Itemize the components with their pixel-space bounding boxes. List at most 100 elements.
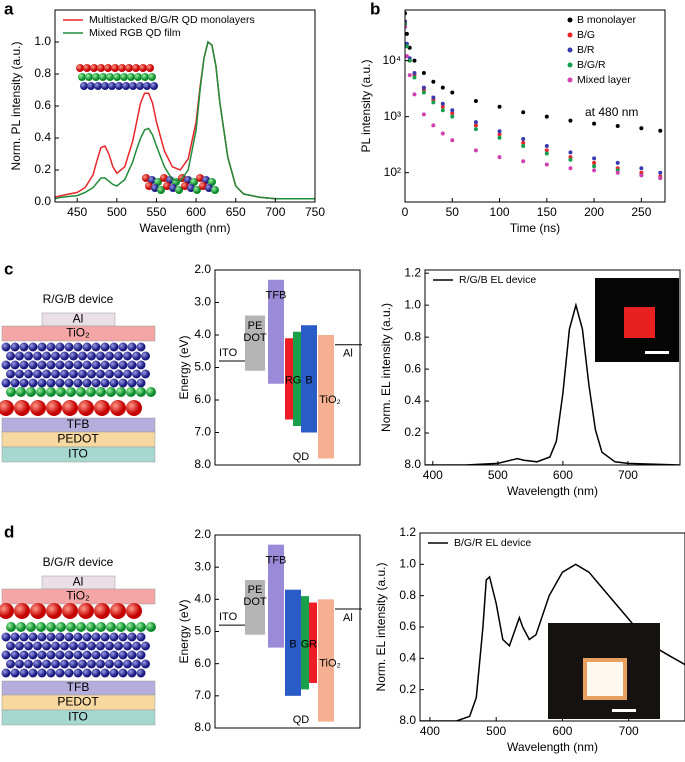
legend-label: B/G/R xyxy=(577,59,606,71)
quantum-dot xyxy=(91,378,101,388)
quantum-dot xyxy=(127,360,137,370)
quantum-dot xyxy=(46,378,56,388)
quantum-dot xyxy=(109,360,119,370)
quantum-dot xyxy=(64,650,74,660)
quantum-dot xyxy=(116,622,126,632)
y-tick-label: 0.2 xyxy=(399,682,416,696)
data-point xyxy=(405,31,409,36)
y-axis-label: Norm. EL intensity (a.u.) xyxy=(374,563,388,692)
quantum-dot xyxy=(55,342,65,352)
data-point xyxy=(521,143,526,148)
quantum-dot xyxy=(69,351,78,361)
quantum-dot xyxy=(51,641,60,651)
quantum-dot xyxy=(106,73,114,81)
plot-frame xyxy=(404,9,666,203)
quantum-dot xyxy=(46,668,56,678)
quantum-dot xyxy=(127,342,137,352)
bar-label: PE DOT xyxy=(243,584,267,609)
quantum-dot xyxy=(69,641,78,651)
data-point xyxy=(521,159,526,164)
layer-label: TiO₂ xyxy=(66,589,90,603)
quantum-dot xyxy=(78,73,86,81)
quantum-dot xyxy=(132,641,141,651)
quantum-dot xyxy=(146,64,154,72)
y-tick-label: 6.0 xyxy=(194,656,211,670)
x-tick-label: 700 xyxy=(619,724,639,738)
quantum-dot xyxy=(100,650,110,660)
quantum-dot xyxy=(51,369,60,379)
energy-bar xyxy=(309,602,317,683)
quantum-dot xyxy=(73,632,83,642)
data-point xyxy=(431,95,436,100)
panel-label: b xyxy=(370,0,380,18)
quantum-dot xyxy=(136,342,146,352)
data-point xyxy=(658,176,663,181)
bar-label: R xyxy=(309,638,317,650)
quantum-dot xyxy=(55,668,65,678)
data-point xyxy=(544,114,549,119)
quantum-dot xyxy=(10,360,20,370)
quantum-dot xyxy=(24,369,33,379)
x-tick-label: 200 xyxy=(584,205,604,219)
y-tick-label: 4.0 xyxy=(194,327,211,341)
quantum-dot xyxy=(114,641,123,651)
quantum-dot xyxy=(1,668,11,678)
quantum-dot xyxy=(28,342,38,352)
layer-label: ITO xyxy=(68,710,88,724)
quantum-dot xyxy=(14,400,30,416)
device-title: B/G/R device xyxy=(43,555,114,569)
bar-label: R xyxy=(285,374,293,386)
quantum-dot xyxy=(146,622,156,632)
quantum-dot xyxy=(150,82,158,90)
quantum-dot xyxy=(33,641,42,651)
quantum-dot xyxy=(127,378,137,388)
quantum-dot xyxy=(126,387,136,397)
quantum-dot xyxy=(46,632,56,642)
y-tick-label: 2.0 xyxy=(194,262,211,276)
bar-label: TFB xyxy=(266,290,287,302)
quantum-dot xyxy=(10,378,20,388)
quantum-dot xyxy=(60,369,69,379)
quantum-dot xyxy=(136,82,144,90)
quantum-dot xyxy=(16,622,26,632)
data-point xyxy=(421,90,426,95)
inset-emission xyxy=(587,662,623,696)
quantum-dot xyxy=(28,360,38,370)
legend-label: Mixed RGB QD film xyxy=(89,27,181,39)
quantum-dot xyxy=(37,668,47,678)
quantum-dot xyxy=(46,650,56,660)
quantum-dot xyxy=(100,378,110,388)
quantum-dot xyxy=(10,650,20,660)
data-point xyxy=(497,104,502,109)
quantum-dot xyxy=(37,632,47,642)
data-point xyxy=(450,138,455,143)
quantum-dot xyxy=(110,400,126,416)
quantum-dot xyxy=(94,603,110,619)
device-layer xyxy=(1,709,156,726)
quantum-dot xyxy=(42,659,51,669)
layer-label: ITO xyxy=(68,447,88,461)
quantum-dot xyxy=(100,632,110,642)
energy-bar xyxy=(301,596,309,690)
quantum-dot xyxy=(10,668,20,678)
quantum-dot xyxy=(101,82,109,90)
data-point xyxy=(658,128,663,133)
quantum-dot xyxy=(96,659,105,669)
data-point xyxy=(440,108,445,113)
quantum-dot xyxy=(97,64,105,72)
y-tick-label: 8.0 xyxy=(404,457,421,471)
quantum-dot xyxy=(1,650,11,660)
layer-label: TFB xyxy=(67,680,90,694)
x-axis-label: Wavelength (nm) xyxy=(140,221,231,235)
bar-label: PE DOT xyxy=(243,319,267,344)
quantum-dot xyxy=(87,351,96,361)
quantum-dot xyxy=(28,378,38,388)
y-tick-label: 7.0 xyxy=(194,425,211,439)
y-tick-label: 0.6 xyxy=(404,361,421,375)
layer-label: PEDOT xyxy=(57,695,99,709)
plot-area xyxy=(425,302,680,465)
legend-marker xyxy=(567,62,573,68)
quantum-dot xyxy=(113,73,121,81)
energy-bar xyxy=(245,580,265,635)
quantum-dot xyxy=(123,659,132,669)
